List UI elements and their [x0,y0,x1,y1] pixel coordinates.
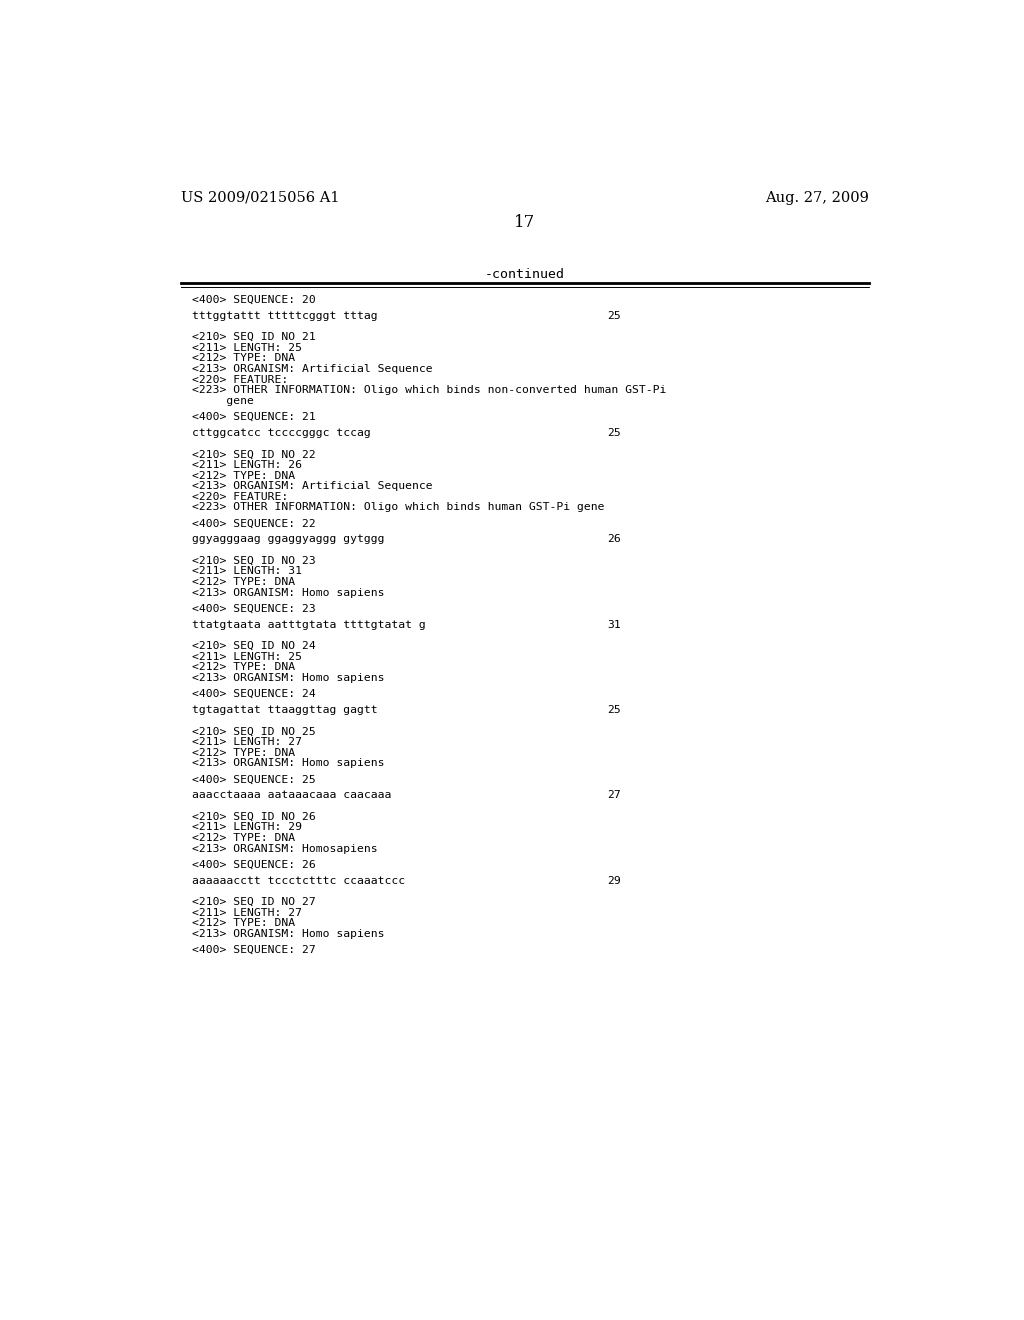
Text: <220> FEATURE:: <220> FEATURE: [193,375,289,384]
Text: <400> SEQUENCE: 24: <400> SEQUENCE: 24 [193,689,316,700]
Text: gene: gene [193,396,254,405]
Text: 25: 25 [607,705,621,715]
Text: <211> LENGTH: 29: <211> LENGTH: 29 [193,822,302,833]
Text: <210> SEQ ID NO 23: <210> SEQ ID NO 23 [193,556,316,566]
Text: <213> ORGANISM: Homosapiens: <213> ORGANISM: Homosapiens [193,843,378,854]
Text: <211> LENGTH: 27: <211> LENGTH: 27 [193,908,302,917]
Text: tttggtattt tttttcgggt tttag: tttggtattt tttttcgggt tttag [193,310,378,321]
Text: <400> SEQUENCE: 22: <400> SEQUENCE: 22 [193,519,316,528]
Text: <210> SEQ ID NO 21: <210> SEQ ID NO 21 [193,333,316,342]
Text: 26: 26 [607,535,621,544]
Text: cttggcatcc tccccgggc tccag: cttggcatcc tccccgggc tccag [193,428,371,438]
Text: <210> SEQ ID NO 24: <210> SEQ ID NO 24 [193,642,316,651]
Text: ttatgtaata aatttgtata ttttgtatat g: ttatgtaata aatttgtata ttttgtatat g [193,620,426,630]
Text: <211> LENGTH: 26: <211> LENGTH: 26 [193,459,302,470]
Text: <212> TYPE: DNA: <212> TYPE: DNA [193,833,296,843]
Text: <223> OTHER INFORMATION: Oligo which binds human GST-Pi gene: <223> OTHER INFORMATION: Oligo which bin… [193,503,605,512]
Text: <400> SEQUENCE: 26: <400> SEQUENCE: 26 [193,859,316,870]
Text: 25: 25 [607,428,621,438]
Text: US 2009/0215056 A1: US 2009/0215056 A1 [180,191,339,205]
Text: <213> ORGANISM: Artificial Sequence: <213> ORGANISM: Artificial Sequence [193,364,433,374]
Text: <210> SEQ ID NO 25: <210> SEQ ID NO 25 [193,726,316,737]
Text: 29: 29 [607,875,621,886]
Text: <212> TYPE: DNA: <212> TYPE: DNA [193,663,296,672]
Text: 17: 17 [514,214,536,231]
Text: <400> SEQUENCE: 21: <400> SEQUENCE: 21 [193,412,316,422]
Text: 31: 31 [607,620,621,630]
Text: <210> SEQ ID NO 26: <210> SEQ ID NO 26 [193,812,316,822]
Text: <213> ORGANISM: Homo sapiens: <213> ORGANISM: Homo sapiens [193,759,385,768]
Text: <400> SEQUENCE: 20: <400> SEQUENCE: 20 [193,294,316,305]
Text: <210> SEQ ID NO 27: <210> SEQ ID NO 27 [193,898,316,907]
Text: ggyagggaag ggaggyaggg gytggg: ggyagggaag ggaggyaggg gytggg [193,535,385,544]
Text: <213> ORGANISM: Homo sapiens: <213> ORGANISM: Homo sapiens [193,929,385,939]
Text: <211> LENGTH: 25: <211> LENGTH: 25 [193,652,302,661]
Text: <220> FEATURE:: <220> FEATURE: [193,492,289,502]
Text: <211> LENGTH: 27: <211> LENGTH: 27 [193,737,302,747]
Text: <212> TYPE: DNA: <212> TYPE: DNA [193,470,296,480]
Text: <213> ORGANISM: Homo sapiens: <213> ORGANISM: Homo sapiens [193,673,385,682]
Text: <400> SEQUENCE: 25: <400> SEQUENCE: 25 [193,775,316,784]
Text: <211> LENGTH: 25: <211> LENGTH: 25 [193,343,302,352]
Text: <400> SEQUENCE: 23: <400> SEQUENCE: 23 [193,603,316,614]
Text: 27: 27 [607,791,621,800]
Text: <212> TYPE: DNA: <212> TYPE: DNA [193,919,296,928]
Text: 25: 25 [607,310,621,321]
Text: <223> OTHER INFORMATION: Oligo which binds non-converted human GST-Pi: <223> OTHER INFORMATION: Oligo which bin… [193,385,667,395]
Text: aaacctaaaa aataaacaaa caacaaa: aaacctaaaa aataaacaaa caacaaa [193,791,392,800]
Text: <213> ORGANISM: Artificial Sequence: <213> ORGANISM: Artificial Sequence [193,482,433,491]
Text: tgtagattat ttaaggttag gagtt: tgtagattat ttaaggttag gagtt [193,705,378,715]
Text: <211> LENGTH: 31: <211> LENGTH: 31 [193,566,302,577]
Text: <213> ORGANISM: Homo sapiens: <213> ORGANISM: Homo sapiens [193,587,385,598]
Text: Aug. 27, 2009: Aug. 27, 2009 [765,191,869,205]
Text: <400> SEQUENCE: 27: <400> SEQUENCE: 27 [193,945,316,956]
Text: <212> TYPE: DNA: <212> TYPE: DNA [193,577,296,587]
Text: <212> TYPE: DNA: <212> TYPE: DNA [193,354,296,363]
Text: -continued: -continued [484,268,565,281]
Text: <210> SEQ ID NO 22: <210> SEQ ID NO 22 [193,449,316,459]
Text: <212> TYPE: DNA: <212> TYPE: DNA [193,747,296,758]
Text: aaaaaacctt tccctctttc ccaaatccc: aaaaaacctt tccctctttc ccaaatccc [193,875,406,886]
